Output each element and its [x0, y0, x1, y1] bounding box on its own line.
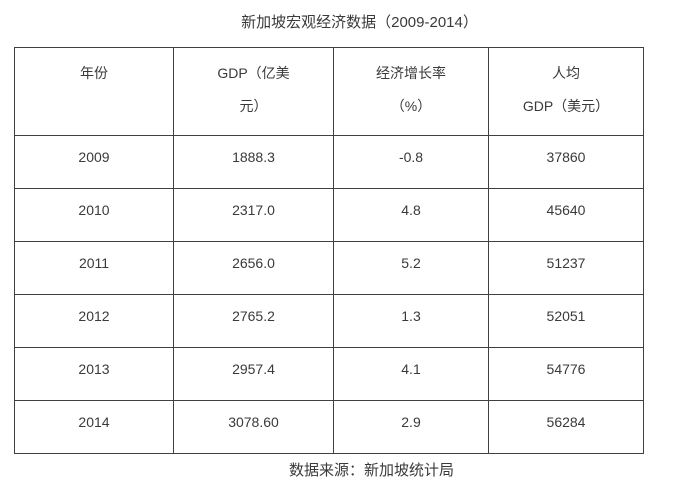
cell-growth-rate: 1.3 [333, 294, 489, 348]
cell-year: 2010 [14, 188, 174, 242]
cell-gdp-per-capita: 37860 [488, 135, 644, 189]
col-header-gdp: GDP（亿美 元） [173, 47, 334, 136]
cell-growth-rate: 4.8 [333, 188, 489, 242]
cell-year: 2011 [14, 241, 174, 295]
cell-gdp-per-capita: 56284 [488, 400, 644, 454]
cell-year: 2014 [14, 400, 174, 454]
table-title: 新加坡宏观经济数据（2009-2014） [241, 14, 478, 31]
header-line: GDP（美元） [522, 98, 610, 114]
header-line: 经济增长率 [376, 65, 446, 81]
cell-gdp-per-capita: 52051 [488, 294, 644, 348]
cell-year: 2009 [14, 135, 174, 189]
cell-gdp: 2656.0 [173, 241, 334, 295]
header-line: （%） [390, 98, 432, 114]
table-row: 2012 2765.2 1.3 52051 [14, 294, 644, 348]
header-line: GDP（亿美 [217, 65, 290, 81]
header-row: 年份 GDP（亿美 元） 经济增长率 （%） 人均 GDP（美元） [14, 47, 644, 136]
cell-gdp-per-capita: 45640 [488, 188, 644, 242]
cell-year: 2013 [14, 347, 174, 401]
table-row: 2009 1888.3 -0.8 37860 [14, 135, 644, 189]
macro-economic-table: 年份 GDP（亿美 元） 经济增长率 （%） 人均 GDP（美元） [14, 47, 644, 454]
cell-year: 2012 [14, 294, 174, 348]
header-line: 年份 [80, 65, 108, 81]
table-row: 2010 2317.0 4.8 45640 [14, 188, 644, 242]
cell-gdp-per-capita: 51237 [488, 241, 644, 295]
cell-gdp: 1888.3 [173, 135, 334, 189]
col-header-year: 年份 [14, 47, 174, 136]
cell-gdp: 2317.0 [173, 188, 334, 242]
cell-growth-rate: 4.1 [333, 347, 489, 401]
header-line: 人均 [552, 65, 580, 81]
header-line: 元） [239, 98, 268, 114]
col-header-growth-rate: 经济增长率 （%） [333, 47, 489, 136]
cell-growth-rate: 5.2 [333, 241, 489, 295]
data-source-note: 数据来源：新加坡统计局 [288, 462, 454, 479]
cell-growth-rate: 2.9 [333, 400, 489, 454]
cell-gdp: 3078.60 [173, 400, 334, 454]
table-row: 2013 2957.4 4.1 54776 [14, 347, 644, 401]
table-row: 2011 2656.0 5.2 51237 [14, 241, 644, 295]
cell-growth-rate: -0.8 [333, 135, 489, 189]
cell-gdp: 2957.4 [173, 347, 334, 401]
col-header-gdp-per-capita: 人均 GDP（美元） [488, 47, 644, 136]
cell-gdp: 2765.2 [173, 294, 334, 348]
cell-gdp-per-capita: 54776 [488, 347, 644, 401]
table-row: 2014 3078.60 2.9 56284 [14, 400, 644, 454]
